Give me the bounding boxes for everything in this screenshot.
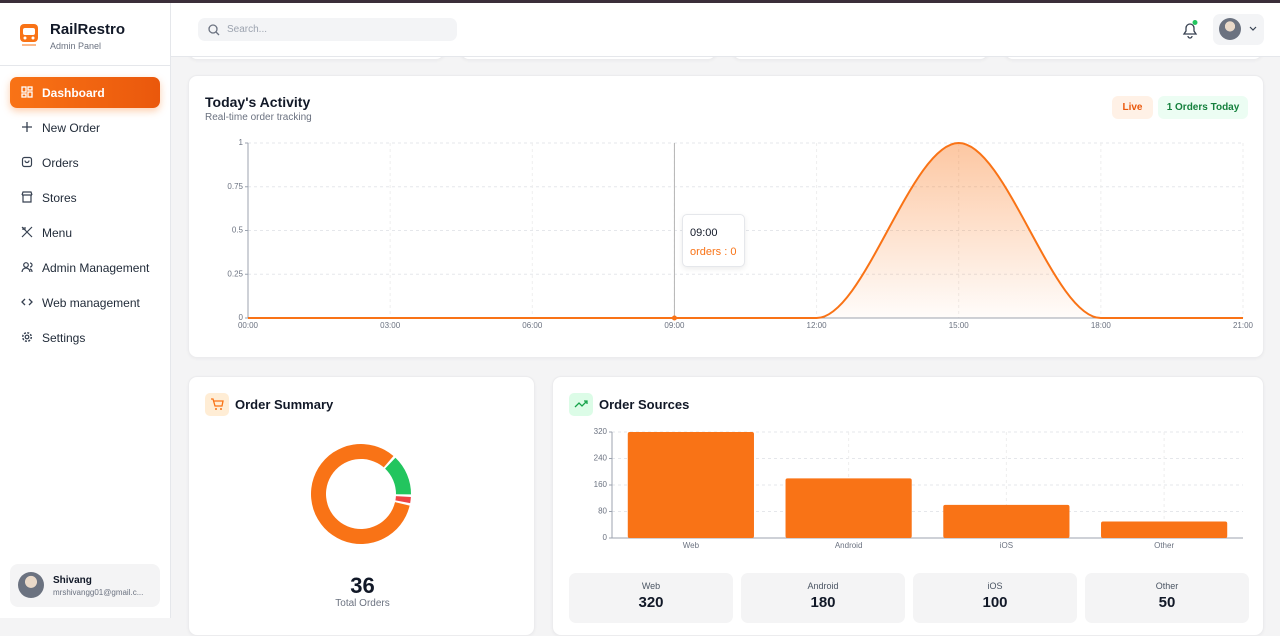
sources-card: Order Sources Web 320 Android 180 iOS 100 O… — [552, 376, 1264, 636]
user-name: Shivang — [53, 575, 92, 586]
divider — [0, 65, 170, 66]
live-badge: Live — [1112, 96, 1153, 119]
tooltip-label: orders : 0 — [690, 246, 737, 258]
icon — [21, 86, 33, 98]
tile-value: 50 — [1158, 594, 1176, 611]
summary-card: Order Summary 36 Total Orders — [188, 376, 535, 636]
source-tile: Android 180 — [741, 573, 905, 623]
user-email: mrshivangg01@gmail.c... — [53, 588, 144, 597]
chevron — [1249, 26, 1257, 31]
card-title: Order Summary — [235, 397, 334, 412]
icon — [21, 226, 33, 238]
nav-item[interactable]: New Order — [10, 112, 160, 143]
nav-item[interactable]: Stores — [10, 182, 160, 213]
nav-item[interactable]: Settings — [10, 322, 160, 353]
total-value: 36 — [350, 573, 375, 598]
brand-subtitle: Admin Panel — [50, 41, 102, 51]
tile-value: 100 — [982, 594, 1008, 611]
tile-value: 320 — [638, 594, 664, 611]
cart-icon — [211, 398, 224, 410]
source-tile: iOS 100 — [913, 573, 1077, 623]
icon-box — [569, 393, 593, 416]
tile-label: Other — [1155, 581, 1179, 591]
tooltip-title: 09:00 — [690, 227, 718, 239]
nav-label: Settings — [42, 330, 86, 345]
icon — [21, 298, 33, 306]
card-title: Today's Activity — [205, 94, 311, 110]
search-box[interactable]: Search... — [198, 18, 457, 41]
nav-label: New Order — [42, 120, 101, 135]
tile-label: Web — [641, 581, 661, 591]
icon — [21, 156, 33, 168]
avatar — [1219, 18, 1241, 40]
source-tile: Other 50 — [1085, 573, 1249, 623]
logo — [20, 24, 38, 46]
sidebar: RailRestro Admin Panel Dashboard New Ord… — [0, 3, 171, 618]
nav-label: Orders — [42, 155, 79, 170]
nav-label: Dashboard — [42, 85, 105, 100]
nav-item[interactable]: Menu — [10, 217, 160, 248]
trend-icon — [574, 400, 588, 408]
icon — [21, 262, 33, 273]
search-placeholder: Search... — [227, 24, 268, 35]
search-icon — [208, 24, 220, 36]
brand: RailRestro — [50, 21, 126, 38]
icon — [21, 191, 33, 203]
nav-item[interactable]: Web management — [10, 287, 160, 318]
user-card[interactable]: Shivang mrshivangg01@gmail.c... — [10, 564, 160, 607]
notification-bell[interactable] — [1180, 20, 1200, 40]
nav-item[interactable]: Dashboard — [10, 77, 160, 108]
tooltip: 09:00 orders : 0 — [682, 214, 745, 267]
tile-label: Android — [807, 581, 839, 591]
nav-label: Menu — [42, 225, 73, 240]
nav-label: Admin Management — [42, 260, 150, 275]
profile-button[interactable] — [1213, 14, 1264, 45]
source-tile: Web 320 — [569, 573, 733, 623]
nav-item[interactable]: Orders — [10, 147, 160, 178]
avatar — [18, 572, 44, 598]
total-label: Total Orders — [335, 598, 390, 609]
tile-label: iOS — [987, 581, 1003, 591]
nav-item[interactable]: Admin Management — [10, 252, 160, 283]
nav-label: Web management — [42, 295, 140, 310]
nav-label: Stores — [42, 190, 77, 205]
card-title: Order Sources — [599, 397, 690, 412]
card-subtitle: Real-time order tracking — [205, 112, 312, 123]
icon — [22, 122, 32, 132]
orders-badge: 1 Orders Today — [1158, 96, 1248, 119]
icon — [21, 331, 33, 343]
top-border — [0, 0, 1280, 3]
icon-box — [205, 393, 229, 416]
tile-value: 180 — [810, 594, 836, 611]
